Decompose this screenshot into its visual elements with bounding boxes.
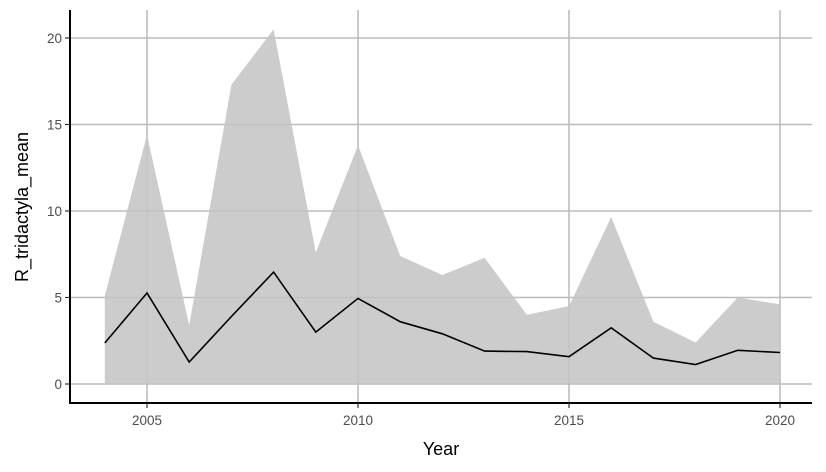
grid-lines-overlay [70,10,812,403]
y-tick-label: 5 [54,291,62,306]
x-tick-label: 2005 [132,413,162,428]
y-tick-label: 10 [47,204,62,219]
x-axis-title: Year [423,439,459,459]
x-tick-label: 2015 [554,413,584,428]
x-tick-label: 2020 [765,413,795,428]
y-tick-label: 20 [47,31,62,46]
mean-line [104,270,781,366]
x-axis-ticks: 2005 2010 2015 2020 [132,403,795,428]
x-tick-label: 2010 [343,413,373,428]
axes: 0 5 10 15 20 2005 2010 2015 2020 [47,10,812,428]
y-axis-ticks: 0 5 10 15 20 [47,31,70,392]
y-axis-title: R_tridactyla_mean [12,132,33,282]
y-tick-label: 15 [47,118,62,133]
y-tick-label: 0 [54,377,62,392]
confidence-ribbon [104,29,781,385]
